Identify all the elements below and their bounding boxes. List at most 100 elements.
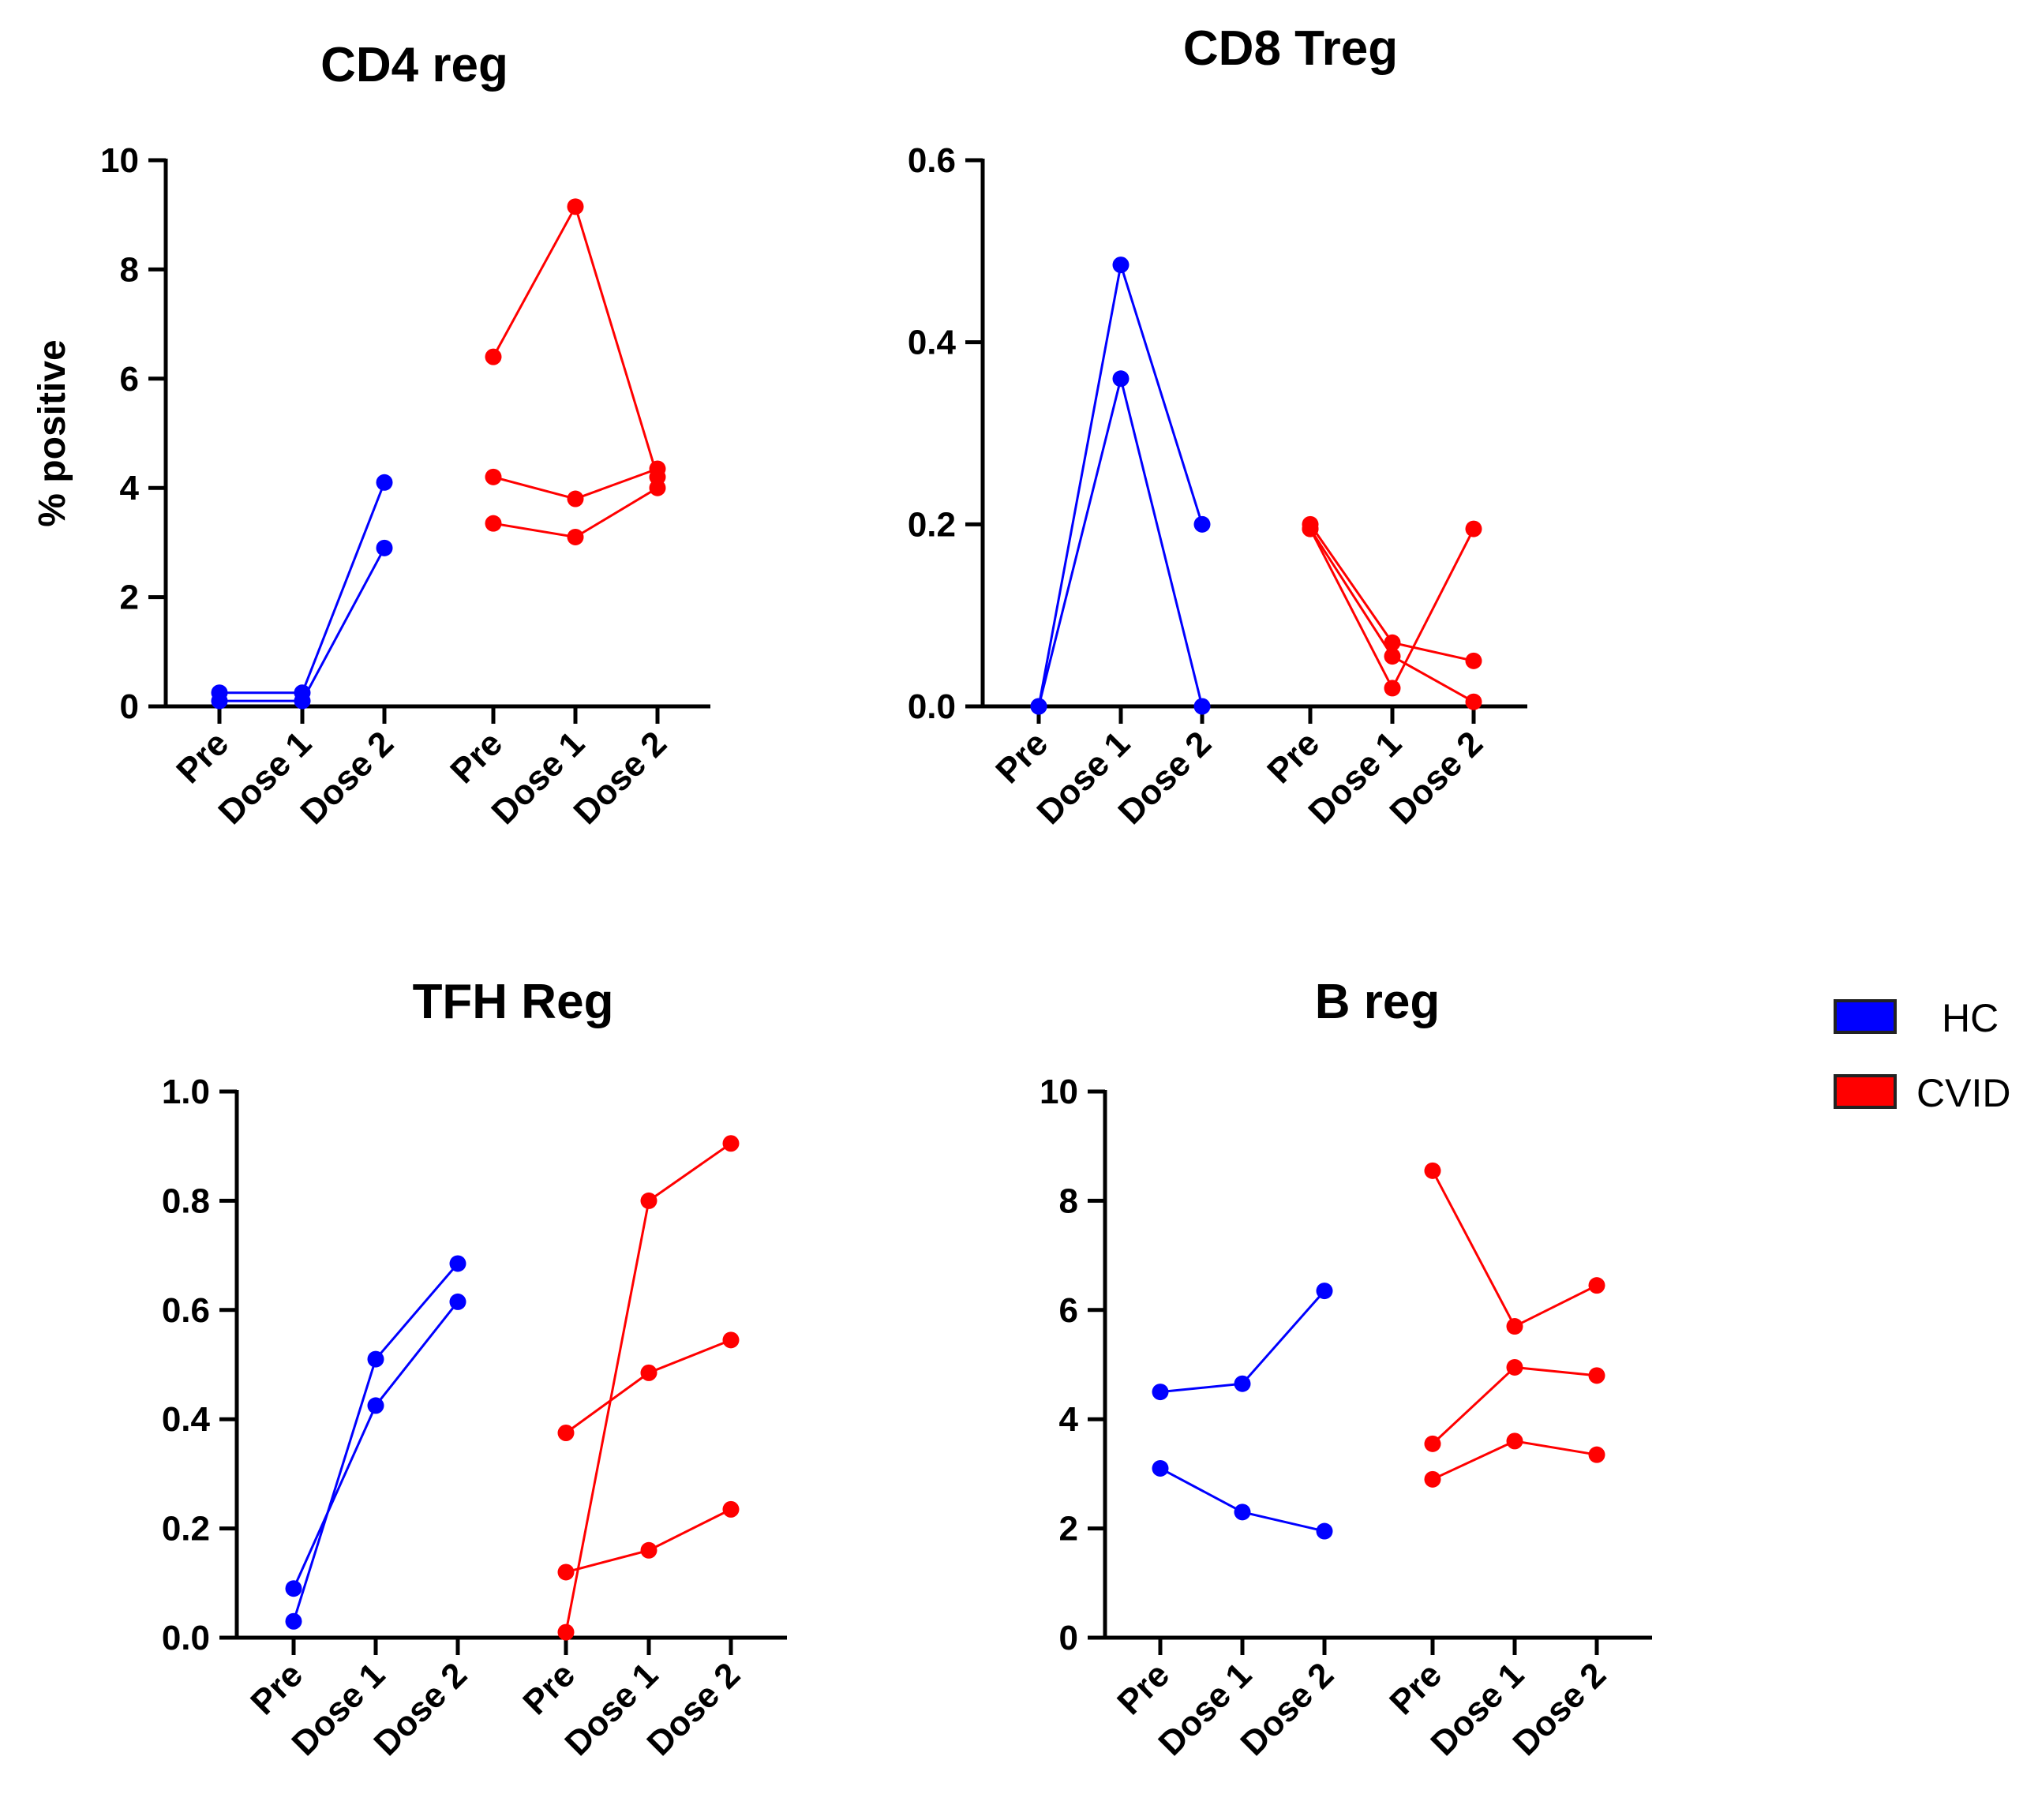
series-line-hc — [292, 1263, 459, 1622]
chart-title: CD4 reg — [320, 38, 508, 92]
data-point-cvid — [567, 198, 584, 215]
y-tick-label: 0.0 — [908, 687, 956, 726]
y-tick-label: 10 — [1040, 1073, 1078, 1111]
data-point-cvid — [640, 1364, 657, 1381]
y-tick-label: 0.6 — [908, 141, 956, 180]
y-tick-label: 8 — [120, 250, 139, 289]
data-point-hc — [211, 692, 228, 710]
data-point-cvid — [485, 515, 502, 532]
y-tick-label: 2 — [120, 579, 139, 617]
y-tick-label: 2 — [1059, 1510, 1078, 1548]
legend-swatch-hc — [1834, 999, 1897, 1034]
data-point-hc — [285, 1580, 302, 1597]
y-tick-label: 1.0 — [162, 1073, 210, 1111]
data-point-hc — [1316, 1522, 1333, 1540]
chart-title: TFH Reg — [413, 975, 614, 1029]
series-line-hc — [1037, 264, 1204, 707]
data-point-hc — [376, 539, 393, 556]
data-point-cvid — [722, 1331, 740, 1349]
data-point-cvid — [557, 1563, 575, 1581]
x-tick-label-dose-2: Dose 2 — [1505, 1655, 1613, 1763]
data-point-cvid — [1588, 1367, 1605, 1384]
data-point-cvid — [722, 1135, 740, 1152]
data-point-cvid — [567, 490, 584, 507]
data-point-hc — [449, 1293, 466, 1310]
x-tick-label-dose-2: Dose 2 — [1233, 1655, 1341, 1763]
y-tick-label: 8 — [1059, 1182, 1078, 1220]
series-line-cvid — [565, 1339, 732, 1434]
series-line-cvid — [1431, 1365, 1598, 1445]
data-point-hc — [1193, 698, 1211, 715]
series-line-cvid — [492, 203, 659, 477]
data-point-cvid — [1424, 1435, 1441, 1452]
data-point-cvid — [722, 1500, 740, 1518]
series-line-hc — [219, 547, 386, 702]
series-line-cvid — [564, 1142, 732, 1633]
chart-title: B reg — [1315, 975, 1440, 1029]
x-tick-label-dose-2: Dose 2 — [566, 724, 674, 832]
y-tick-label: 0.6 — [162, 1291, 210, 1330]
x-tick-label-dose-2: Dose 2 — [366, 1655, 474, 1763]
x-tick-label-pre: Pre — [988, 724, 1055, 791]
x-tick-label-dose-1: Dose 1 — [484, 724, 592, 832]
data-point-cvid — [1506, 1358, 1523, 1376]
y-tick-label: 0.4 — [162, 1400, 211, 1439]
legend-label-cvid: CVID — [1916, 1071, 2010, 1115]
y-axis-label: % positive — [32, 339, 73, 526]
y-tick-label: 4 — [1059, 1400, 1079, 1439]
data-point-cvid — [649, 460, 666, 477]
series-line-cvid — [1309, 528, 1474, 703]
data-point-hc — [367, 1350, 384, 1368]
data-point-cvid — [640, 1541, 657, 1559]
data-point-hc — [376, 474, 393, 491]
y-tick-label: 4 — [120, 469, 140, 507]
y-tick-label: 0.8 — [162, 1182, 210, 1220]
series-line-hc — [219, 481, 386, 695]
x-tick-label-pre: Pre — [1260, 724, 1327, 791]
chart-title: CD8 Treg — [1183, 21, 1398, 76]
data-point-hc — [1112, 370, 1130, 388]
data-point-cvid — [640, 1192, 657, 1209]
data-point-hc — [294, 692, 311, 710]
data-point-cvid — [567, 528, 584, 545]
data-point-cvid — [557, 1623, 575, 1641]
x-tick-label-dose-1: Dose 1 — [557, 1655, 665, 1763]
data-point-cvid — [1384, 648, 1401, 665]
series-line-hc — [1159, 1467, 1325, 1533]
data-point-cvid — [1588, 1277, 1605, 1294]
y-tick-label: 6 — [1059, 1291, 1078, 1330]
data-point-hc — [1112, 257, 1130, 274]
data-point-hc — [1193, 515, 1211, 533]
legend-label-hc: HC — [1942, 996, 1999, 1040]
legend-swatch-cvid — [1834, 1074, 1897, 1109]
data-point-cvid — [1506, 1432, 1523, 1450]
data-point-hc — [1152, 1384, 1169, 1401]
y-tick-label: 0 — [1059, 1619, 1078, 1657]
data-point-hc — [1234, 1504, 1251, 1521]
y-tick-label: 6 — [120, 360, 139, 399]
x-tick-label-pre: Pre — [443, 724, 510, 791]
x-tick-label-dose-2: Dose 2 — [639, 1655, 747, 1763]
data-point-cvid — [1465, 520, 1482, 537]
data-point-hc — [1152, 1459, 1169, 1477]
x-tick-label-pre: Pre — [515, 1655, 583, 1722]
y-tick-label: 0.2 — [162, 1510, 210, 1548]
data-point-hc — [1316, 1283, 1333, 1300]
data-point-cvid — [1506, 1318, 1523, 1335]
data-point-cvid — [649, 479, 666, 496]
data-point-cvid — [1465, 652, 1482, 669]
y-tick-label: 0.0 — [162, 1619, 210, 1657]
x-tick-label-dose-2: Dose 2 — [1382, 724, 1490, 832]
data-point-cvid — [1424, 1162, 1441, 1179]
data-point-hc — [367, 1397, 384, 1414]
x-tick-label-dose-1: Dose 1 — [1423, 1655, 1531, 1763]
y-tick-label: 10 — [100, 141, 139, 180]
data-point-hc — [285, 1612, 302, 1630]
legend: HC CVID — [1834, 996, 2010, 1115]
x-tick-label-dose-2: Dose 2 — [293, 724, 401, 832]
